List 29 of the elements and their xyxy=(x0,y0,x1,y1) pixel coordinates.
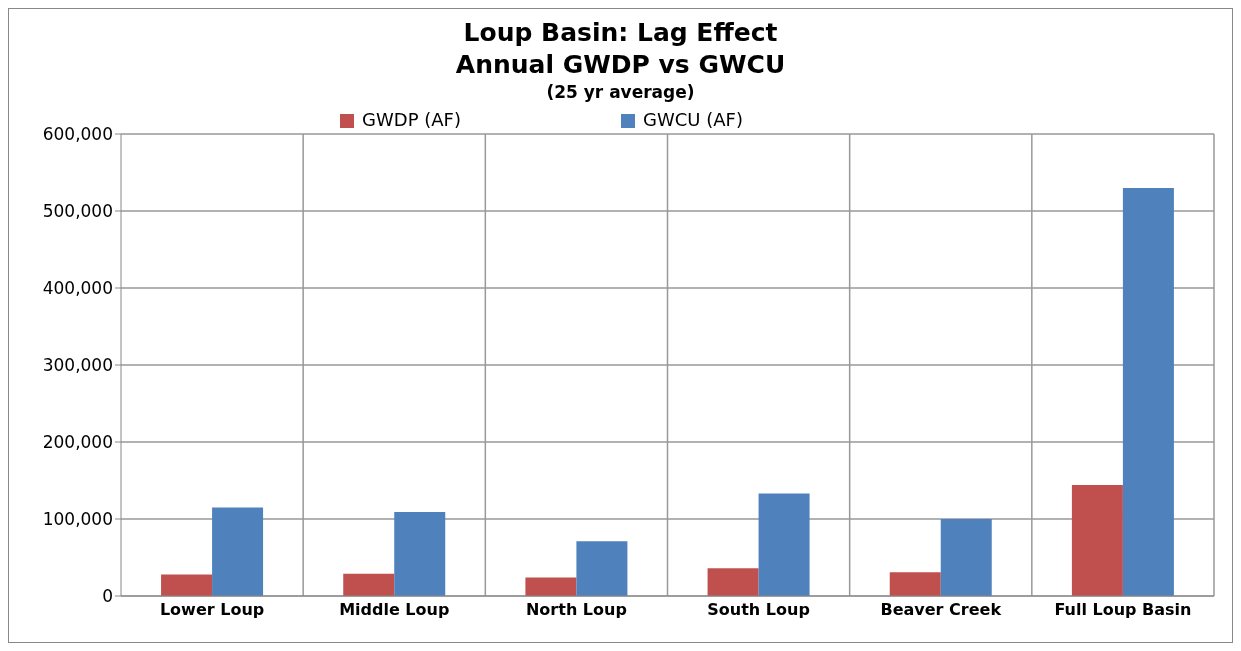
y-tick-label: 500,000 xyxy=(42,201,113,222)
x-tick-label: North Loup xyxy=(525,600,627,620)
legend-label: GWDP (AF) xyxy=(362,109,461,130)
x-tick-label: Full Loup Basin xyxy=(1054,600,1192,620)
bar xyxy=(394,512,446,596)
bar xyxy=(576,541,628,596)
bar xyxy=(889,572,941,596)
bar xyxy=(343,573,395,596)
y-tick-label: 100,000 xyxy=(42,509,113,530)
x-tick-label: Middle Loup xyxy=(339,600,450,620)
y-tick-label: 400,000 xyxy=(42,278,113,299)
bar xyxy=(707,568,759,596)
bar xyxy=(940,519,992,596)
x-tick-label: South Loup xyxy=(707,600,810,620)
y-tick-label: 600,000 xyxy=(42,124,113,145)
bar xyxy=(758,493,810,596)
bar xyxy=(525,577,577,596)
x-tick-label: Lower Loup xyxy=(159,600,265,620)
y-tick-label: 200,000 xyxy=(42,432,113,453)
bar xyxy=(212,507,264,596)
x-tick-label: Beaver Creek xyxy=(880,600,1002,620)
chart-title: Loup Basin: Lag Effect Annual GWDP vs GWCU xyxy=(454,17,787,81)
bar xyxy=(1071,485,1123,596)
y-tick-label: 0 xyxy=(102,586,113,607)
bar xyxy=(1122,187,1174,596)
chart-subtitle: (25 yr average) xyxy=(545,81,696,103)
legend-label: GWCU (AF) xyxy=(642,109,743,130)
y-tick-label: 300,000 xyxy=(42,355,113,376)
bar xyxy=(161,574,213,596)
